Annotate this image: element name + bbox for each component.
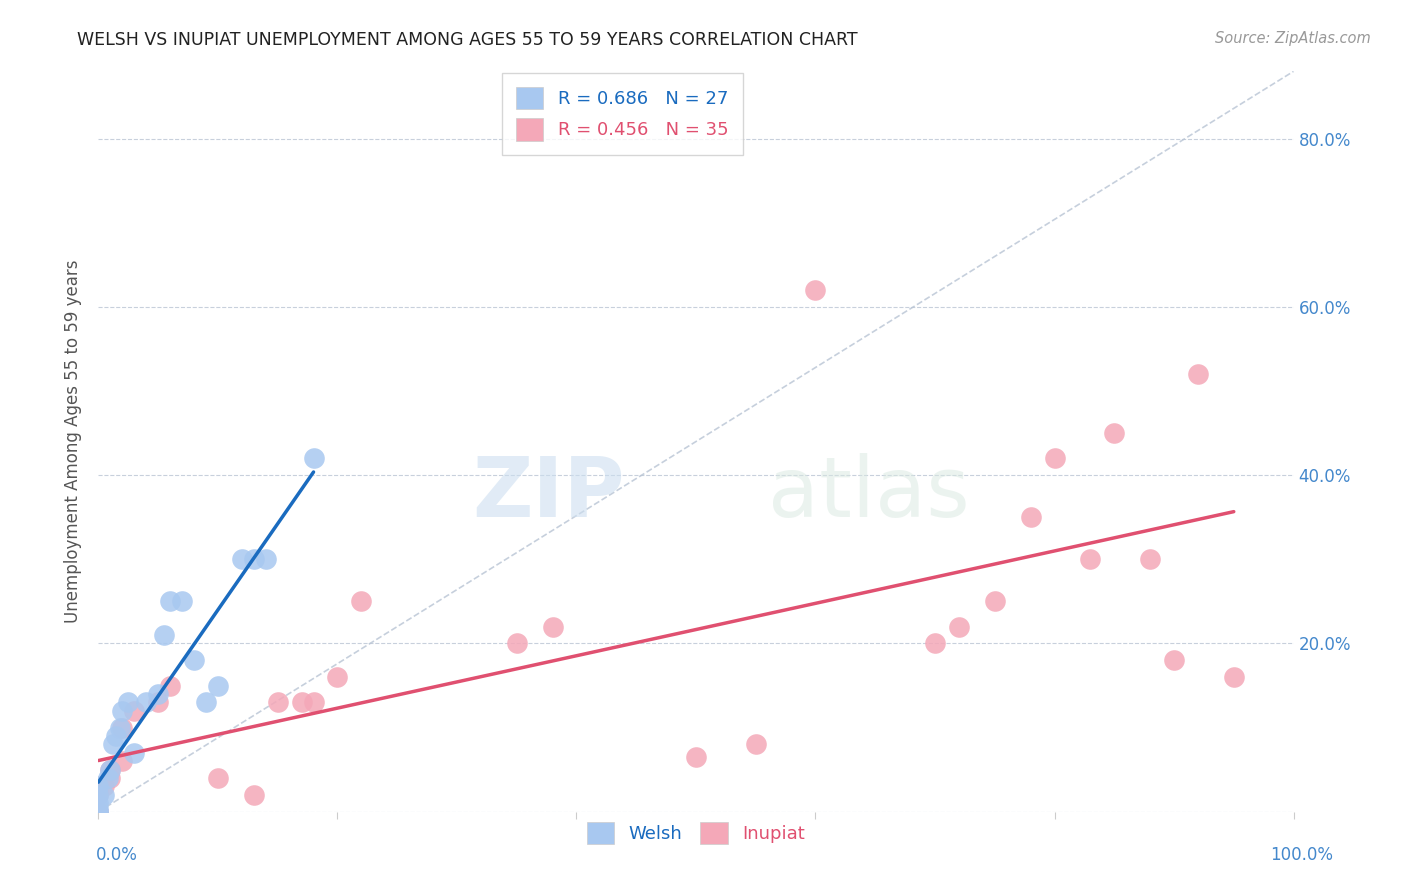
Point: [148, 687, 170, 701]
Point: [105, 729, 128, 743]
Point: [98, 763, 122, 777]
Point: [159, 594, 181, 608]
Point: [685, 750, 707, 764]
Y-axis label: Unemployment Among Ages 55 to 59 years: Unemployment Among Ages 55 to 59 years: [65, 260, 83, 624]
Point: [267, 695, 290, 709]
Point: [243, 552, 266, 566]
Point: [984, 594, 1007, 608]
Point: [87, 805, 110, 819]
Point: [87, 788, 110, 802]
Point: [350, 594, 373, 608]
Point: [302, 695, 325, 709]
Point: [159, 679, 181, 693]
Point: [97, 771, 120, 785]
Point: [1080, 552, 1102, 566]
Point: [1139, 552, 1161, 566]
Point: [93, 780, 115, 794]
Point: [87, 797, 110, 811]
Point: [254, 552, 277, 566]
Text: 100.0%: 100.0%: [1270, 846, 1333, 863]
Point: [108, 721, 131, 735]
Point: [1043, 451, 1066, 466]
Point: [1163, 653, 1185, 667]
Point: [948, 619, 970, 633]
Point: [207, 679, 229, 693]
Point: [1019, 510, 1042, 524]
Point: [541, 619, 564, 633]
Point: [124, 746, 146, 760]
Point: [98, 771, 122, 785]
Point: [87, 783, 110, 797]
Point: [326, 670, 349, 684]
Point: [135, 695, 157, 709]
Point: [124, 704, 146, 718]
Point: [111, 754, 134, 768]
Point: [243, 788, 266, 802]
Text: WELSH VS INUPIAT UNEMPLOYMENT AMONG AGES 55 TO 59 YEARS CORRELATION CHART: WELSH VS INUPIAT UNEMPLOYMENT AMONG AGES…: [77, 31, 858, 49]
Point: [98, 763, 122, 777]
Text: 0.0%: 0.0%: [96, 846, 138, 863]
Point: [302, 451, 325, 466]
Point: [87, 780, 110, 794]
Point: [87, 788, 110, 802]
Point: [183, 653, 205, 667]
Point: [804, 283, 827, 297]
Text: ZIP: ZIP: [472, 453, 624, 534]
Point: [172, 594, 194, 608]
Point: [1104, 426, 1126, 441]
Point: [93, 788, 115, 802]
Point: [87, 805, 110, 819]
Text: Source: ZipAtlas.com: Source: ZipAtlas.com: [1215, 31, 1371, 46]
Point: [506, 636, 529, 650]
Point: [745, 738, 768, 752]
Point: [117, 695, 139, 709]
Point: [195, 695, 218, 709]
Point: [153, 628, 176, 642]
Point: [111, 721, 134, 735]
Text: atlas: atlas: [768, 453, 969, 534]
Point: [924, 636, 946, 650]
Point: [148, 695, 170, 709]
Point: [231, 552, 253, 566]
Point: [87, 805, 110, 819]
Point: [111, 704, 134, 718]
Point: [87, 805, 110, 819]
Legend: Welsh, Inupiat: Welsh, Inupiat: [579, 814, 813, 851]
Point: [101, 738, 124, 752]
Point: [1223, 670, 1246, 684]
Point: [207, 771, 229, 785]
Point: [87, 800, 110, 814]
Point: [291, 695, 314, 709]
Point: [1187, 368, 1209, 382]
